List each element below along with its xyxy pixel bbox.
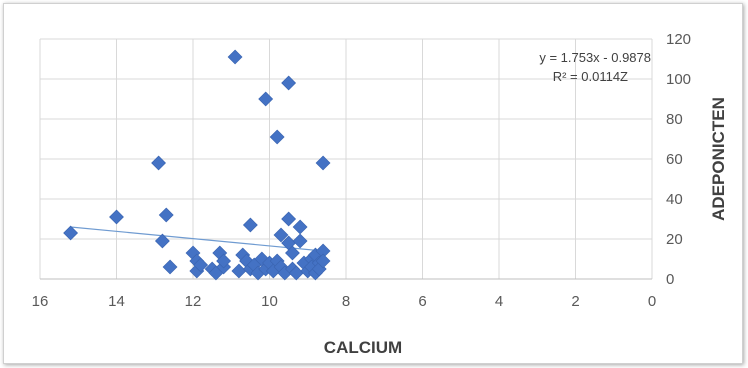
y-tick-label: 120 [666,31,691,48]
x-tick-label: 4 [495,293,503,310]
x-tick-label: 8 [342,293,350,310]
x-axis-title: CALCIUM [324,338,402,357]
data-point [227,49,243,65]
y-tick-label: 40 [666,191,683,208]
data-point [315,253,331,269]
x-tick-label: 10 [261,293,278,310]
y-tick-labels: 0 20 40 60 80 100 120 [666,31,691,288]
x-tick-label: 6 [418,293,426,310]
y-tick-label: 0 [666,271,674,288]
data-point [193,257,209,273]
y-axis-title: ADEPONICTEN [709,97,728,221]
chart-frame [3,3,743,364]
trendline-r-squared: R² = 0.0114Z [553,69,628,84]
data-point [285,245,300,261]
data-point [315,155,331,171]
data-point [273,227,289,243]
trendline [70,226,324,252]
data-point [216,253,232,269]
data-point [281,75,297,91]
trendline-equation: y = 1.753x - 0.9878 [539,50,651,65]
y-tick-label: 100 [666,71,691,88]
y-tick-label: 60 [666,151,683,168]
data-point [63,225,79,241]
x-tick-label: 0 [648,293,656,310]
y-tick-label: 80 [666,111,683,128]
data-point [158,207,174,223]
data-point [269,129,285,145]
data-points [63,49,331,281]
data-point [281,211,297,227]
x-tick-label: 2 [571,293,579,310]
y-tick-label: 20 [666,231,683,248]
data-point [292,219,308,235]
data-point [292,233,308,249]
x-tick-label: 16 [32,293,49,310]
data-point [242,217,258,233]
x-tick-label: 14 [108,293,125,310]
data-point [231,263,247,279]
x-tick-labels: 16 14 12 10 8 6 4 2 0 [32,293,657,310]
data-point [162,259,178,275]
x-tick-label: 12 [185,293,202,310]
data-point [154,233,170,249]
data-point [258,91,274,107]
data-point [109,209,124,225]
data-point [151,155,166,171]
